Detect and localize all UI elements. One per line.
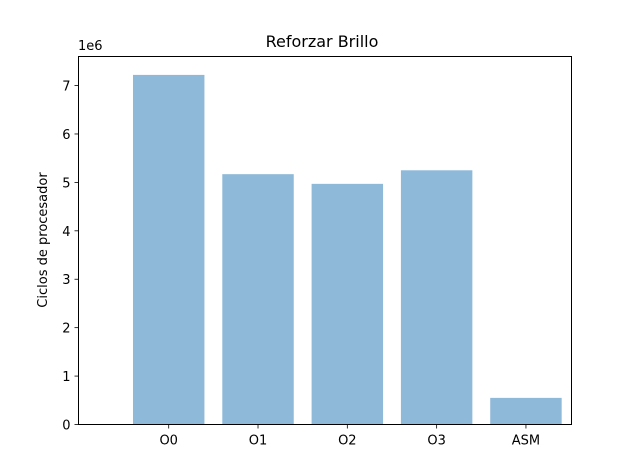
y-axis-offset-label: 1e6: [78, 39, 103, 54]
x-tick-label: O2: [338, 434, 357, 449]
y-tick-label: 6: [62, 128, 70, 143]
y-tick-label: 3: [62, 273, 70, 288]
y-tick-label: 4: [62, 225, 70, 240]
y-tick-label: 2: [62, 322, 70, 337]
bar-o0: [132, 74, 205, 425]
chart-title: Reforzar Brillo: [266, 32, 379, 51]
y-tick-label: 0: [62, 419, 70, 434]
x-tick-label: O0: [159, 434, 178, 449]
bar-asm: [490, 397, 562, 425]
y-tick-label: 1: [62, 370, 70, 385]
x-tick-label: O3: [427, 434, 446, 449]
bars-group: [132, 74, 562, 425]
bar-o2: [311, 183, 384, 425]
plot-frame: [78, 56, 572, 425]
y-tick-label: 5: [62, 176, 70, 191]
y-tick-label: 7: [62, 80, 70, 95]
bar-o1: [222, 174, 294, 425]
y-ticks-group: 0 1 2 3 4 5 6 7: [62, 80, 79, 434]
x-tick-label: ASM: [512, 434, 540, 449]
y-axis-label: Ciclos de procesador: [36, 172, 51, 308]
bar-o3: [400, 170, 473, 425]
x-tick-label: O1: [249, 434, 268, 449]
x-ticks-group: O0 O1 O2 O3 ASM: [159, 424, 540, 449]
